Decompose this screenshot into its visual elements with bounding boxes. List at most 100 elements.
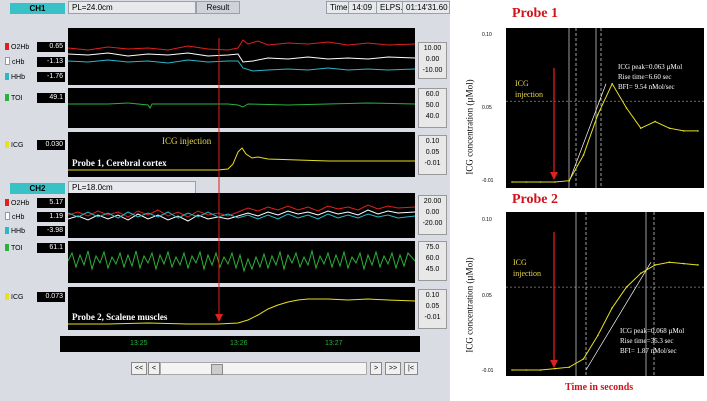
- ch1-hhb-trace: [67, 59, 416, 72]
- ch1-o2hb-trace: [67, 39, 416, 51]
- ch2-toi-trace: [67, 249, 416, 273]
- chb-label: cHb: [12, 59, 25, 66]
- injection-arrow-head: [550, 172, 558, 180]
- rewind-fast-button[interactable]: <<: [131, 362, 147, 375]
- probe2-title: Probe 2: [512, 192, 559, 207]
- o2hb-value: 0.65: [37, 42, 65, 52]
- chb-label: cHb: [12, 214, 25, 221]
- icg-data-point: [625, 107, 628, 109]
- ch2-icg-scale-min: -0.01: [424, 314, 441, 321]
- probe2-ytick-min: -0.01: [482, 368, 494, 374]
- ch1-hhb-readout: HHb -1.76: [5, 72, 67, 83]
- icg-data-point: [539, 369, 542, 371]
- o2hb-swatch: [5, 199, 9, 206]
- ch1-toi-readout: TOI 49.1: [5, 93, 67, 104]
- icg-data-point: [611, 82, 613, 85]
- rise-fit-line: [568, 83, 607, 183]
- ch2-icg-scale-mid: 0.05: [425, 303, 440, 310]
- ch2-toi-scale-mid: 60.0: [425, 255, 440, 262]
- icg-series-line: [512, 261, 699, 371]
- ch1-o2hb-readout: O2Hb 0.65: [5, 42, 67, 53]
- probe2-chart: [506, 212, 704, 376]
- ch2-hb-scale-mid: 0.00: [425, 209, 440, 216]
- toi-label: TOI: [11, 245, 23, 252]
- icg-data-point: [582, 358, 585, 360]
- probe2-annotation: ICG peak=0.068 µMol Rise time=36.3 sec B…: [620, 326, 684, 356]
- icg-data-point: [625, 286, 628, 288]
- probe1-ylabel: ICG concentration (µMol): [462, 62, 475, 197]
- probe1-ytick-max: 0.10: [482, 32, 492, 38]
- ch1-icg-readout: ICG 0.030: [5, 140, 67, 151]
- rewind-button[interactable]: <: [148, 362, 160, 375]
- probe2-bfi: BFI= 1.87 nMol/sec: [620, 347, 677, 355]
- o2hb-value: 5.17: [37, 198, 65, 208]
- ch1-chb-readout: cHb -1.13: [5, 57, 67, 68]
- probe1-chart: [506, 28, 704, 188]
- ch2-icg-trace-panel: [68, 287, 416, 330]
- icg-label: ICG: [11, 142, 24, 149]
- icg-label: ICG: [11, 294, 24, 301]
- injection-marker: [215, 38, 223, 322]
- toi-swatch: [5, 244, 9, 251]
- toi-swatch: [5, 94, 9, 101]
- ch2-toi-scale-min: 45.0: [425, 266, 440, 273]
- icg-data-point: [539, 181, 542, 183]
- probe2-plot: [506, 212, 704, 376]
- icg-data-point: [554, 181, 556, 183]
- scroll-thumb[interactable]: [211, 364, 223, 375]
- o2hb-swatch: [5, 43, 9, 50]
- probe1-ytick-mid: 0.05: [482, 105, 492, 111]
- icg-data-point: [697, 130, 699, 132]
- ch2-icg-scale: 0.10 0.05 -0.01: [418, 289, 447, 329]
- timeline-scrollbar[interactable]: [160, 362, 367, 375]
- hhb-label: HHb: [11, 74, 26, 81]
- probe2-rise-time: Rise time=36.3 sec: [620, 337, 674, 345]
- ch2-probe-label: Probe 2, Scalene muscles: [72, 312, 168, 322]
- ch2-hhb-trace: [67, 211, 416, 220]
- forward-button[interactable]: >: [370, 362, 382, 375]
- icg-value: 0.073: [37, 292, 65, 302]
- elps-value: 01:14'31.60: [402, 1, 450, 14]
- ch2-toi-scale: 75.0 60.0 45.0: [418, 241, 447, 281]
- result-button[interactable]: Result: [196, 1, 240, 14]
- chb-value: 1.19: [37, 212, 65, 222]
- ch2-toi-readout: TOI 61.1: [5, 243, 67, 254]
- ch1-hb-traces: [67, 39, 416, 72]
- ch2-icg-trace: [68, 298, 416, 325]
- probe2-xlabel: Time in seconds: [565, 382, 634, 393]
- ch2-toi-traces: [67, 249, 416, 273]
- icg-data-point: [597, 334, 599, 337]
- ch2-hb-trace-panel: [67, 193, 416, 238]
- probe2-ylabel-text: ICG concentration (µMol): [464, 257, 475, 353]
- icg-series-line: [512, 82, 698, 183]
- hhb-swatch: [5, 227, 9, 234]
- ch1-hb-scale-mid: 0.00: [425, 56, 440, 63]
- icg-data-point: [639, 127, 642, 129]
- icg-swatch: [5, 141, 9, 148]
- forward-fast-button[interactable]: >>: [385, 362, 401, 375]
- probe1-plot: [506, 28, 704, 188]
- icg-data-point: [654, 120, 656, 123]
- ch1-injection-label: ICG injection: [162, 136, 212, 146]
- ch1-hb-scale: 10.00 0.00 -10.00: [418, 42, 447, 79]
- icg-data-point: [511, 181, 513, 183]
- ch1-toi-scale-min: 40.0: [425, 113, 440, 120]
- icg-data-point: [568, 179, 571, 182]
- ch1-chb-trace: [67, 52, 416, 63]
- hhb-value: -3.98: [37, 226, 65, 236]
- time-tick-3: 13:27: [325, 340, 343, 347]
- end-button[interactable]: |<: [404, 362, 418, 375]
- ch2-hb-scale: 20.00 0.00 -20.00: [418, 195, 447, 235]
- ch1-toi-trace-panel: [68, 88, 416, 128]
- icg-data-point: [511, 369, 513, 371]
- ch1-icg-traces: [68, 147, 415, 171]
- icg-data-point: [554, 367, 556, 370]
- probe2-injection-line1: ICG: [513, 258, 527, 267]
- ch2-icg-traces: [68, 298, 416, 325]
- ch1-icg-scale-max: 0.10: [425, 138, 440, 145]
- ch2-chb-trace: [67, 209, 416, 222]
- o2hb-label: O2Hb: [11, 44, 30, 51]
- probe1-injection-label: ICG injection: [515, 78, 543, 100]
- ch2-hhb-readout: HHb -3.98: [5, 226, 67, 237]
- probe1-annotation: ICG peak=0.063 µMol Rise time=6.60 sec B…: [618, 62, 682, 92]
